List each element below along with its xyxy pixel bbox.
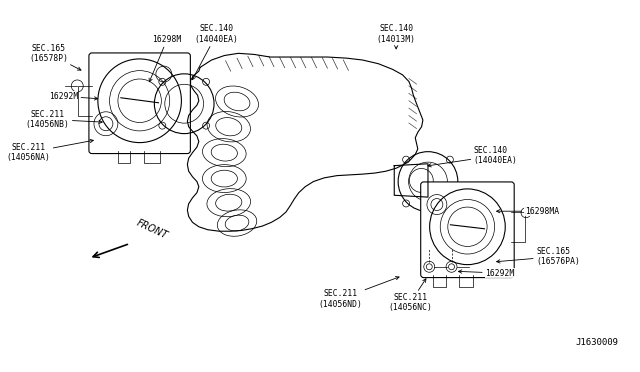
Text: FRONT: FRONT [135,217,170,240]
Text: J1630009: J1630009 [576,338,619,347]
Text: SEC.211
(14056NB): SEC.211 (14056NB) [26,110,102,129]
Text: SEC.211
(14056NC): SEC.211 (14056NC) [388,279,432,312]
Text: 16292M: 16292M [49,92,98,101]
Text: SEC.140
(14013M): SEC.140 (14013M) [377,24,415,49]
Text: SEC.165
(16578P): SEC.165 (16578P) [29,44,81,70]
Text: 16292M: 16292M [458,269,515,278]
Text: SEC.140
(14040EA): SEC.140 (14040EA) [192,24,239,80]
FancyBboxPatch shape [420,182,514,278]
Text: SEC.211
(14056ND): SEC.211 (14056ND) [318,277,399,309]
Text: SEC.140
(14040EA): SEC.140 (14040EA) [428,146,518,167]
FancyBboxPatch shape [89,53,190,154]
Text: SEC.211
(14056NA): SEC.211 (14056NA) [6,140,93,162]
Text: SEC.165
(16576PA): SEC.165 (16576PA) [497,247,580,266]
Text: 16298M: 16298M [149,35,182,82]
Text: 16298MA: 16298MA [497,207,559,216]
